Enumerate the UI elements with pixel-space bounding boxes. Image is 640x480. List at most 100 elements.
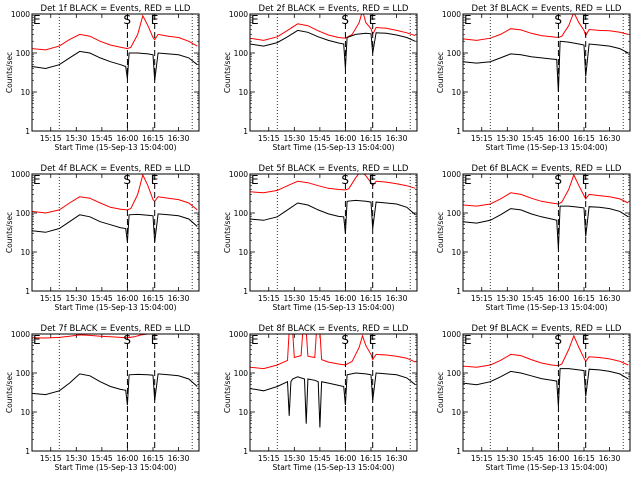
y-tick-label: 1 xyxy=(243,127,248,136)
x-tick-label: 16:30 xyxy=(168,134,190,143)
events-series-line xyxy=(250,372,416,428)
detector-panel-2: Det 2f BLACK = Events, RED = LLD Counts/s… xyxy=(223,4,418,152)
marker-label: E xyxy=(369,333,377,347)
y-tick-label: 1 xyxy=(456,287,461,296)
y-tick-label: 10 xyxy=(238,248,248,257)
detector-panel-4: Det 4f BLACK = Events, RED = LLD Counts/s… xyxy=(5,164,200,312)
x-tick-label: 15:45 xyxy=(522,454,544,463)
plot-frame xyxy=(249,173,418,292)
marker-label: S xyxy=(123,333,131,347)
x-tick-label: 15:30 xyxy=(65,134,87,143)
x-tick-label: 16:00 xyxy=(117,134,139,143)
x-axis-label: Start Time (15-Sep-13 15:04:00) xyxy=(486,303,608,312)
x-tick-label: 16:30 xyxy=(599,454,621,463)
x-axis-label: Start Time (15-Sep-13 15:04:00) xyxy=(486,143,608,152)
x-axis-label: Start Time (15-Sep-13 15:04:00) xyxy=(273,303,395,312)
y-tick-label: 10 xyxy=(20,88,30,97)
panel-title: Det 8f BLACK = Events, RED = LLD xyxy=(259,324,409,334)
plot-frame xyxy=(31,173,200,292)
marker-label: E xyxy=(33,333,41,347)
x-tick-label: 15:45 xyxy=(309,134,331,143)
y-tick-label: 10 xyxy=(20,408,30,417)
x-tick-label: 15:45 xyxy=(522,134,544,143)
y-tick-label: 100 xyxy=(447,209,462,218)
x-tick-label: 16:30 xyxy=(168,294,190,303)
lld-series-line xyxy=(463,174,629,207)
events-series-line xyxy=(463,368,629,407)
panel-title: Det 1f BLACK = Events, RED = LLD xyxy=(41,4,191,14)
y-tick-label: 100 xyxy=(16,49,31,58)
y-axis-label: Counts/sec xyxy=(5,372,14,413)
y-axis-label: Counts/sec xyxy=(5,52,14,93)
events-series-line xyxy=(463,40,629,93)
panel-title: Det 5f BLACK = Events, RED = LLD xyxy=(259,164,409,174)
x-tick-label: 16:15 xyxy=(142,294,164,303)
y-tick-label: 1 xyxy=(456,127,461,136)
events-series-line xyxy=(250,199,416,234)
y-tick-label: 1000 xyxy=(442,330,461,339)
lld-series-line xyxy=(32,174,198,214)
x-tick-label: 16:15 xyxy=(360,134,382,143)
panel-title: Det 9f BLACK = Events, RED = LLD xyxy=(472,324,622,334)
marker-label: E xyxy=(464,173,472,187)
marker-label: S xyxy=(554,13,562,27)
marker-label: E xyxy=(369,173,377,187)
marker-label: S xyxy=(554,333,562,347)
x-tick-label: 15:15 xyxy=(258,134,280,143)
lld-series-line xyxy=(463,334,629,368)
x-tick-label: 15:15 xyxy=(40,294,62,303)
marker-label: S xyxy=(341,13,349,27)
x-tick-label: 15:45 xyxy=(91,134,113,143)
marker-label: E xyxy=(33,13,41,27)
plot-frame xyxy=(462,13,631,132)
x-tick-label: 16:15 xyxy=(573,294,595,303)
x-tick-label: 16:30 xyxy=(386,134,408,143)
x-tick-label: 15:45 xyxy=(91,294,113,303)
lld-series-line xyxy=(32,14,198,51)
x-tick-label: 16:15 xyxy=(573,454,595,463)
x-axis-label: Start Time (15-Sep-13 15:04:00) xyxy=(273,463,395,472)
y-axis-label: Counts/sec xyxy=(223,372,232,413)
plot-frame xyxy=(249,13,418,132)
marker-label: E xyxy=(251,13,259,27)
x-tick-label: 15:15 xyxy=(258,454,280,463)
x-tick-label: 15:30 xyxy=(65,454,87,463)
y-tick-label: 1 xyxy=(25,447,30,456)
marker-label: E xyxy=(33,173,41,187)
x-tick-label: 15:45 xyxy=(309,454,331,463)
x-tick-label: 16:00 xyxy=(548,134,570,143)
x-tick-label: 16:00 xyxy=(117,454,139,463)
y-tick-label: 1000 xyxy=(442,10,461,19)
y-tick-label: 100 xyxy=(447,369,462,378)
y-tick-label: 1 xyxy=(456,447,461,456)
y-axis-label: Counts/sec xyxy=(436,52,445,93)
y-tick-label: 1 xyxy=(243,287,248,296)
y-tick-label: 100 xyxy=(16,369,31,378)
lld-series-line xyxy=(32,334,198,339)
marker-label: S xyxy=(554,173,562,187)
y-tick-label: 1000 xyxy=(229,10,248,19)
marker-label: E xyxy=(464,13,472,27)
y-tick-label: 100 xyxy=(447,49,462,58)
x-tick-label: 15:30 xyxy=(496,294,518,303)
x-tick-label: 15:15 xyxy=(258,294,280,303)
lld-series-line xyxy=(250,334,416,370)
detector-panel-1: Det 1f BLACK = Events, RED = LLD Counts/s… xyxy=(5,4,200,152)
y-axis-label: Counts/sec xyxy=(436,372,445,413)
panel-title: Det 6f BLACK = Events, RED = LLD xyxy=(472,164,622,174)
events-series-line xyxy=(463,205,629,249)
x-tick-label: 16:00 xyxy=(335,454,357,463)
marker-label: E xyxy=(464,333,472,347)
marker-label: S xyxy=(123,13,131,27)
y-axis-label: Counts/sec xyxy=(223,212,232,253)
x-tick-label: 15:30 xyxy=(496,454,518,463)
y-tick-label: 1 xyxy=(243,447,248,456)
y-tick-label: 100 xyxy=(234,209,249,218)
y-tick-label: 1000 xyxy=(11,170,30,179)
x-axis-label: Start Time (15-Sep-13 15:04:00) xyxy=(55,303,177,312)
events-series-line xyxy=(32,213,198,243)
panel-title: Det 3f BLACK = Events, RED = LLD xyxy=(472,4,622,14)
x-tick-label: 16:00 xyxy=(335,134,357,143)
panel-title: Det 4f BLACK = Events, RED = LLD xyxy=(41,164,191,174)
x-tick-label: 16:15 xyxy=(360,454,382,463)
